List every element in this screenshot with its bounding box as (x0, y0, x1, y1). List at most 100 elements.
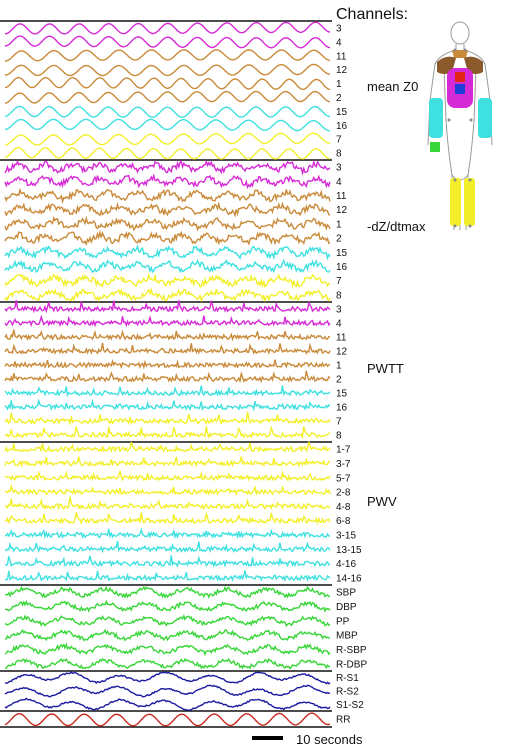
channel-label: R-S2 (336, 687, 359, 698)
channel-trace (4, 287, 331, 303)
channel-trace (4, 229, 331, 247)
channel-trace (4, 570, 331, 582)
arm-segment-left (429, 98, 443, 138)
channel-label: 8 (336, 149, 342, 160)
channel-trace (4, 697, 331, 712)
channel-trace (4, 512, 331, 526)
channel-label: 4 (336, 37, 342, 48)
channel-label: 4 (336, 177, 342, 188)
channel-trace (4, 628, 331, 642)
channel-trace (4, 599, 331, 613)
group-label: mean Z0 (367, 79, 418, 94)
channel-label: 1-7 (336, 445, 351, 456)
channel-label: R-SBP (336, 645, 367, 656)
channel-trace (4, 314, 331, 328)
channel-label: 13-15 (336, 545, 362, 556)
channel-trace (4, 63, 331, 77)
channel-trace (4, 201, 331, 218)
channel-trace (4, 370, 331, 384)
channel-label: 8 (336, 431, 342, 442)
leg-segment-left (450, 178, 461, 226)
channel-label: 15 (336, 248, 348, 259)
channel-trace (4, 712, 331, 727)
channel-trace (4, 684, 331, 698)
channel-trace (4, 425, 331, 440)
arm-segment-right (478, 98, 492, 138)
channel-label: 2 (336, 93, 342, 104)
channel-trace (4, 146, 331, 160)
channel-label: 5-7 (336, 473, 351, 484)
channel-trace (4, 105, 331, 119)
channel-trace (4, 555, 331, 568)
channel-label: 3-7 (336, 459, 351, 470)
channel-trace (4, 272, 331, 289)
channel-trace (4, 258, 331, 274)
channel-label: 3 (336, 305, 342, 316)
channel-label: SBP (336, 588, 356, 599)
channel-label: S1-S2 (336, 700, 364, 711)
channel-trace (4, 132, 331, 146)
channel-trace (4, 118, 331, 132)
channel-label: 16 (336, 262, 348, 273)
channel-trace (4, 385, 331, 398)
channel-trace (4, 215, 331, 232)
channel-label: RR (336, 715, 350, 726)
channel-label: 8 (336, 290, 342, 301)
channel-trace (4, 540, 331, 554)
chart-title: Channels: (336, 6, 408, 23)
channel-label: 3 (336, 23, 342, 34)
channel-label: 7 (336, 276, 342, 287)
channel-label: MBP (336, 631, 358, 642)
channel-trace (4, 527, 331, 540)
channel-label: 7 (336, 417, 342, 428)
group-label: PWV (367, 494, 397, 509)
channel-label: 3 (336, 163, 342, 174)
body-figure (427, 21, 493, 231)
channel-trace (4, 35, 331, 49)
channel-label: 3-15 (336, 531, 356, 542)
channel-label: 7 (336, 135, 342, 146)
heart-marker-red (455, 72, 465, 82)
channel-label: 12 (336, 347, 348, 358)
channel-label: 4 (336, 319, 342, 330)
channel-label: 11 (336, 51, 347, 62)
channel-label: 14-16 (336, 573, 362, 584)
channel-label: 12 (336, 65, 348, 76)
channel-trace (4, 470, 331, 482)
leg-segment-right (464, 178, 475, 226)
channel-trace (4, 441, 331, 454)
channel-trace (4, 411, 331, 426)
channel-trace (5, 585, 331, 599)
channel-label: 1 (336, 219, 342, 230)
channel-label: DBP (336, 602, 357, 613)
channel-label: 4-16 (336, 559, 356, 570)
channel-trace (4, 76, 331, 91)
channel-trace (4, 329, 331, 342)
channel-trace (4, 49, 331, 62)
channel-trace (4, 642, 331, 657)
hand-marker (430, 142, 440, 152)
group-label: -dZ/dtmax (367, 219, 426, 234)
channel-trace (4, 614, 331, 628)
channel-label: R-DBP (336, 659, 367, 670)
channel-trace (4, 243, 331, 261)
heart-marker-blue (455, 84, 465, 94)
channel-label: 16 (336, 121, 348, 132)
channel-trace (4, 657, 331, 670)
channel-label: 11 (336, 333, 347, 344)
channel-label: PP (336, 616, 350, 627)
channel-trace (4, 173, 331, 190)
channel-label: 6-8 (336, 516, 351, 527)
channel-label: 2-8 (336, 488, 351, 499)
neck-electrodes (452, 50, 468, 58)
channel-trace (4, 456, 331, 469)
channel-label: R-S1 (336, 673, 359, 684)
channel-label: 16 (336, 403, 348, 414)
channel-label: 1 (336, 79, 342, 90)
channel-label: 2 (336, 375, 342, 386)
channel-trace (4, 21, 331, 35)
channel-trace (4, 483, 331, 497)
channel-trace (4, 342, 331, 355)
